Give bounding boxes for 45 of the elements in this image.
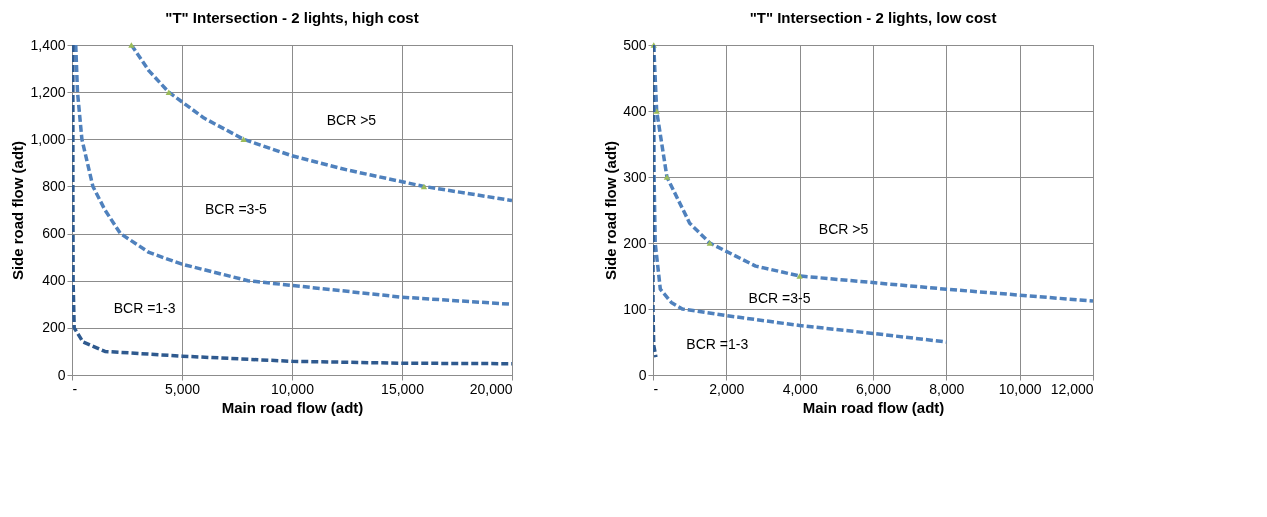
- point: [796, 273, 803, 279]
- y-tick-label: 0: [638, 366, 647, 383]
- point: [706, 240, 713, 246]
- x-tick-label: 2,000: [709, 380, 745, 397]
- point: [165, 89, 172, 95]
- y-tick-label: 100: [623, 300, 647, 317]
- y-tick-label: 200: [42, 319, 66, 336]
- point: [420, 183, 428, 190]
- y-tick-label: 0: [57, 366, 66, 383]
- y-tick-label: 1,400: [30, 36, 66, 53]
- x-tick-label: -: [653, 380, 659, 397]
- chart-title: "T" Intersection - 2 lights, low cost: [749, 9, 997, 26]
- x-axis-title: Main road flow (adt): [802, 398, 945, 416]
- point: [240, 136, 247, 143]
- annotation: BCR >5: [818, 220, 869, 237]
- x-tick-label: -: [72, 380, 78, 397]
- x-axis-title: Main road flow (adt): [221, 398, 364, 416]
- x-tick-label: 8,000: [929, 380, 965, 397]
- point: [663, 174, 671, 180]
- point: [128, 42, 135, 48]
- x-tick-label: 20,000: [469, 380, 513, 397]
- y-tick-label: 800: [42, 177, 66, 194]
- y-tick-label: 300: [623, 168, 647, 185]
- y-tick-label: 200: [623, 234, 647, 251]
- annotation: BCR =3-5: [748, 290, 811, 307]
- annotation: BCR =1-3: [686, 336, 749, 353]
- x-tick-label: 5,000: [164, 380, 201, 397]
- y-axis-title: Side road flow (adt): [602, 140, 620, 281]
- annotation: BCR =3-5: [204, 201, 268, 217]
- x-tick-label: 10,000: [271, 380, 315, 397]
- y-tick-label: 600: [42, 225, 66, 242]
- x-tick-label: 10,000: [998, 380, 1042, 397]
- chart-title: "T" Intersection - 2 lights, high cost: [165, 9, 419, 26]
- y-tick-label: 400: [42, 272, 66, 289]
- y-tick-label: 1,200: [30, 83, 66, 100]
- x-tick-label: 12,000: [1050, 380, 1094, 397]
- y-axis-title: Side road flow (adt): [9, 140, 27, 281]
- annotation: BCR >5: [326, 111, 377, 128]
- annotation: BCR =1-3: [113, 300, 176, 316]
- x-tick-label: 15,000: [381, 380, 425, 397]
- y-tick-label: 400: [623, 102, 647, 119]
- y-tick-label: 1,000: [30, 130, 66, 147]
- y-tick-label: 500: [623, 36, 647, 53]
- x-tick-label: 4,000: [782, 380, 818, 397]
- x-tick-label: 6,000: [855, 380, 892, 397]
